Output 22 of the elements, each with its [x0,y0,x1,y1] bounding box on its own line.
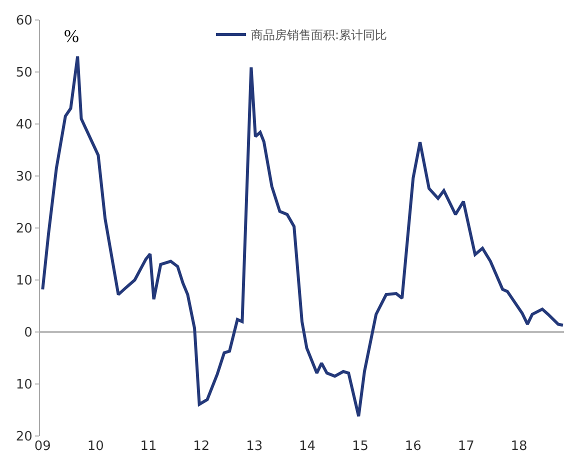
y-tick-label: 30 [16,170,32,185]
x-tick-label: 16 [404,439,422,454]
y-tick-label: 10 [16,378,32,393]
x-tick-label: 12 [193,439,210,454]
y-tick-label: 20 [16,430,32,445]
x-tick-label: 09 [34,439,51,454]
y-tick-label: 20 [16,222,32,237]
y-tick-label: 60 [16,14,32,29]
y-axis-title: % [64,26,79,46]
x-tick-label: 11 [140,439,157,454]
x-tick-label: 18 [510,439,528,454]
x-tick-label: 17 [458,439,474,454]
y-tick-label: 40 [16,118,32,133]
x-tick-label: 15 [352,439,368,454]
x-tick-label: 14 [299,439,316,454]
x-tick-label: 10 [87,439,104,454]
legend-label: 商品房销售面积:累计同比 [251,28,388,42]
line-series [41,54,564,418]
y-tick-label: 50 [16,66,32,81]
y-tick-label: 0 [24,326,32,341]
x-tick-label: 13 [246,439,263,454]
y-tick-label: 10 [16,274,32,289]
